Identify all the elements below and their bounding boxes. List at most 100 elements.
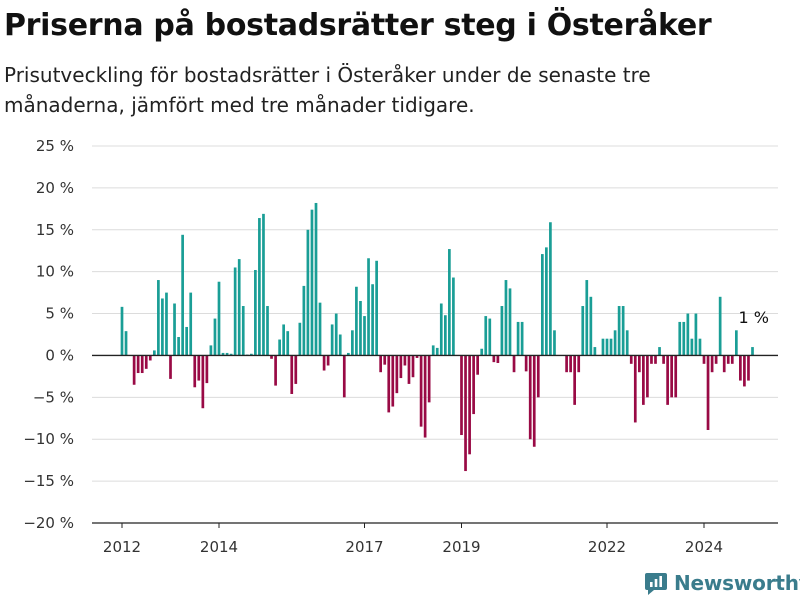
data-bar — [403, 355, 407, 366]
data-bar — [646, 355, 649, 398]
data-bar — [480, 348, 484, 356]
data-bar — [545, 247, 548, 356]
data-bar — [250, 353, 253, 356]
newsworthy-logo-text: Newsworthy — [674, 571, 800, 595]
latest-value-label: 1 % — [739, 308, 769, 327]
data-bar — [609, 338, 613, 356]
data-bar — [399, 355, 403, 379]
data-bar — [282, 324, 285, 356]
data-bar — [181, 234, 184, 356]
data-bar — [193, 355, 197, 388]
newsworthy-logo: Newsworthy — [644, 568, 800, 598]
data-bar — [124, 331, 128, 356]
data-bar — [601, 338, 605, 356]
data-bar — [322, 355, 326, 371]
data-bar — [565, 355, 568, 373]
x-tick-label: 2012 — [103, 538, 141, 556]
data-bar — [157, 280, 160, 356]
data-bar — [460, 355, 463, 436]
data-bar — [326, 355, 330, 366]
data-bar — [221, 352, 225, 356]
y-tick-label: 5 % — [45, 305, 74, 323]
data-bar — [492, 355, 496, 363]
data-bar — [310, 209, 314, 356]
data-bar — [593, 347, 597, 356]
page-title: Priserna på bostadsrätter steg i Österåk… — [4, 8, 712, 43]
data-bar — [662, 355, 665, 364]
data-bar — [270, 355, 273, 359]
data-bar — [633, 355, 637, 423]
data-bar — [516, 321, 520, 356]
data-bar — [229, 353, 233, 356]
data-bar — [581, 306, 585, 356]
gridlines — [92, 145, 778, 524]
data-bar — [407, 355, 411, 384]
data-bar — [702, 355, 706, 364]
y-tick-label: −5 % — [33, 388, 74, 406]
data-bar — [435, 347, 439, 356]
data-bar — [205, 355, 209, 384]
data-bar — [225, 352, 229, 356]
data-bar — [536, 355, 540, 398]
data-bar — [213, 318, 217, 356]
data-bar — [508, 288, 512, 356]
data-bar — [266, 306, 269, 356]
data-bar — [342, 355, 346, 398]
data-bar — [120, 306, 124, 356]
data-bar — [472, 355, 475, 415]
data-bar — [650, 355, 653, 364]
x-tick-label: 2017 — [345, 538, 383, 556]
data-bar — [391, 355, 395, 407]
x-tick-label: 2019 — [442, 538, 480, 556]
data-bar — [375, 260, 378, 356]
data-bar — [359, 300, 362, 356]
data-bar — [161, 298, 164, 356]
data-bar — [173, 303, 176, 356]
data-bar — [504, 280, 508, 356]
data-bar — [254, 269, 257, 356]
data-bar — [549, 222, 552, 356]
data-bar — [355, 286, 358, 356]
data-bar — [262, 213, 265, 356]
data-bar — [338, 334, 342, 356]
x-tick-label: 2024 — [685, 538, 723, 556]
data-bar — [241, 306, 245, 356]
data-bar — [347, 352, 350, 356]
y-tick-label: 20 % — [36, 179, 74, 197]
data-bar — [379, 355, 382, 373]
data-bar — [512, 355, 516, 373]
data-bar — [452, 277, 455, 356]
data-bar — [577, 355, 581, 373]
data-bar — [286, 331, 290, 356]
data-bar — [383, 355, 387, 365]
data-bar — [496, 355, 500, 363]
data-bar — [625, 330, 629, 356]
data-bar — [153, 350, 156, 356]
data-bar — [298, 322, 302, 356]
data-bar — [274, 355, 277, 386]
data-bar — [217, 281, 221, 356]
data-bar — [278, 339, 281, 356]
data-bar — [209, 345, 213, 356]
data-bar — [528, 355, 532, 440]
data-bar — [431, 345, 435, 356]
y-tick-label: −10 % — [23, 430, 74, 448]
data-bar — [371, 284, 374, 356]
data-bar — [387, 355, 391, 413]
data-bar — [613, 330, 617, 356]
y-tick-label: −20 % — [23, 514, 74, 532]
data-bar — [189, 292, 193, 356]
data-bar — [690, 338, 694, 356]
data-bar — [678, 321, 682, 356]
data-bar — [484, 316, 488, 356]
data-bar — [444, 315, 447, 356]
data-bar — [148, 355, 152, 361]
y-tick-label: 25 % — [36, 137, 74, 155]
data-bar — [197, 355, 201, 381]
data-bar — [654, 355, 657, 364]
data-bar — [722, 355, 726, 373]
data-bar — [666, 355, 669, 405]
data-bar — [553, 330, 556, 356]
x-axis-ticks: 2012 2014 2017 2019 2022 2024 — [103, 523, 723, 556]
